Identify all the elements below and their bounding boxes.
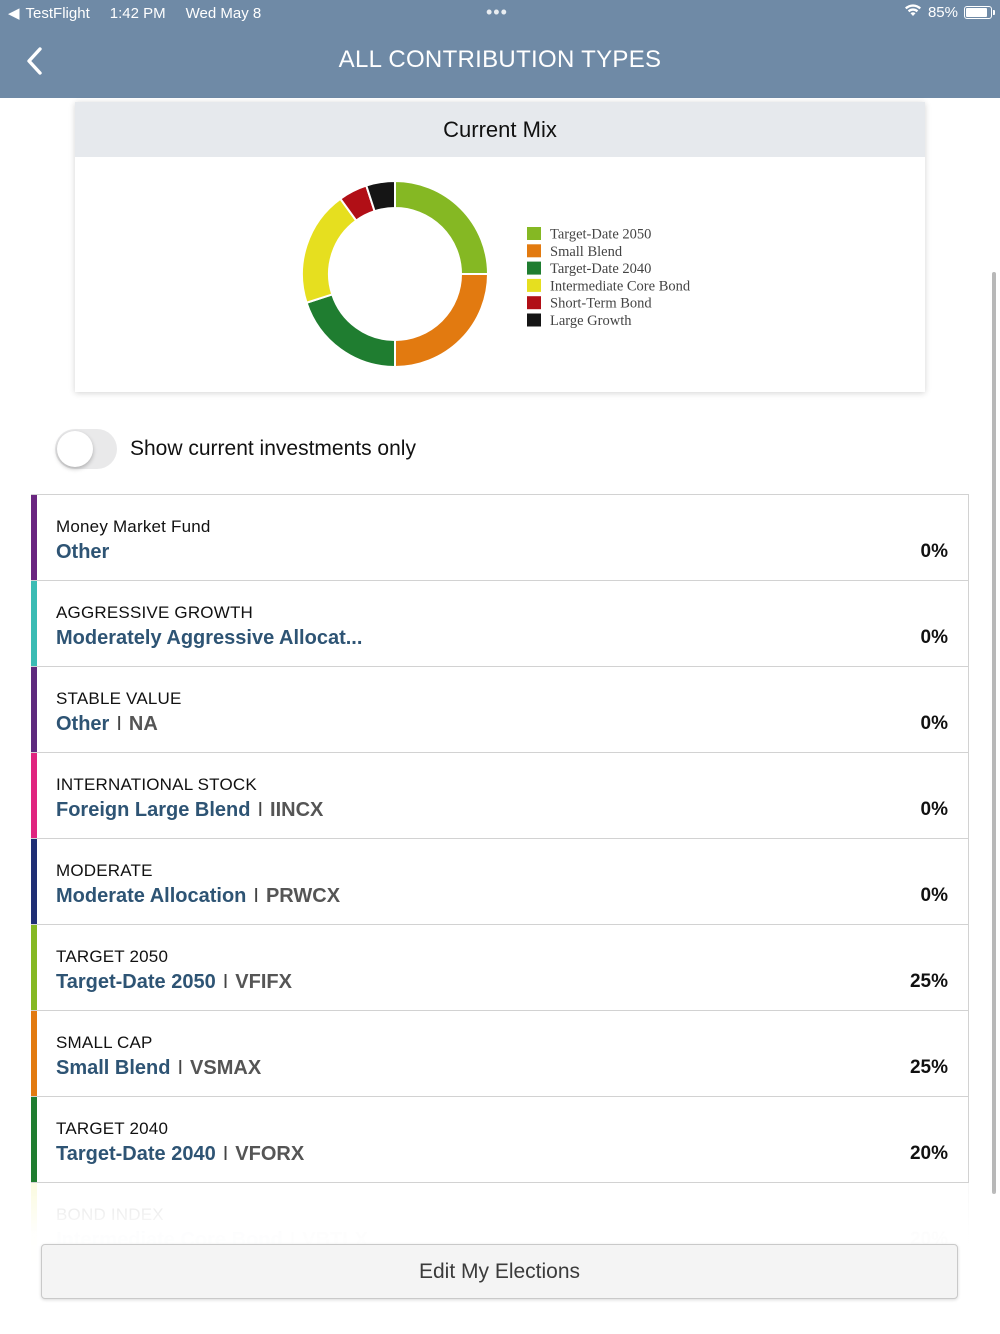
status-date: Wed May 8: [185, 4, 262, 22]
donut-slice: [301, 197, 358, 304]
investment-percent: 20%: [909, 1143, 948, 1164]
investment-fund: Other I NA: [56, 713, 158, 736]
investment-row[interactable]: Money Market Fund Other 0%: [31, 494, 969, 581]
back-to-app-icon[interactable]: ◀: [8, 5, 20, 22]
donut-slice: [305, 293, 396, 369]
donut-slice: [394, 179, 490, 275]
donut-slice: [394, 273, 490, 369]
fund-ticker: NA: [128, 713, 158, 735]
page-title: ALL CONTRIBUTION TYPES: [338, 46, 662, 73]
legend-swatch: [527, 313, 541, 327]
investment-fund: Target-Date 2050 I VFIFX: [56, 971, 292, 994]
legend-label: Large Growth: [550, 313, 632, 329]
legend-label: Intermediate Core Bond: [550, 278, 691, 294]
investment-row[interactable]: SMALL CAP Small Blend I VSMAX 25%: [31, 1011, 969, 1097]
investment-category: INTERNATIONAL STOCK: [56, 775, 257, 794]
investment-row[interactable]: INTERNATIONAL STOCK Foreign Large Blend I I…: [31, 753, 969, 839]
investment-percent: 0%: [920, 885, 948, 906]
chevron-left-icon: [27, 47, 42, 75]
legend-swatch: [527, 261, 541, 275]
investment-fund: Other: [56, 541, 109, 564]
investment-row[interactable]: MODERATE Moderate Allocation I PRWCX 0%: [31, 839, 969, 925]
fund-ticker: VSMAX: [190, 1057, 262, 1079]
investment-percent: 25%: [909, 1057, 948, 1078]
investment-list: Money Market Fund Other 0% AGGRESSIVE GROWT…: [31, 494, 969, 1269]
investment-fund: Target-Date 2040 I VFORX: [56, 1143, 304, 1166]
toggle-knob: [57, 431, 93, 467]
legend-swatch: [527, 296, 541, 310]
investment-fund: Moderately Aggressive Allocat...: [56, 627, 362, 650]
category-color-bar: [31, 495, 37, 580]
fund-name: Other: [56, 541, 110, 563]
legend-label: Small Blend: [550, 244, 623, 260]
donut-slice: [365, 179, 396, 213]
fund-ticker: VFIFX: [235, 971, 292, 993]
current-mix-card: Current Mix Target-Date 2050 Small Blend T…: [75, 102, 925, 392]
category-color-bar: [31, 1097, 37, 1182]
investment-fund: Moderate Allocation I PRWCX: [56, 885, 340, 908]
investment-row[interactable]: AGGRESSIVE GROWTH Moderately Aggressive A…: [31, 581, 969, 667]
investment-fund: Small Blend I VSMAX: [56, 1057, 261, 1080]
current-investments-toggle[interactable]: [55, 429, 117, 469]
legend-label: Short-Term Bond: [550, 296, 652, 312]
scrollbar[interactable]: [992, 272, 996, 1194]
edit-elections-button[interactable]: Edit My Elections: [41, 1244, 958, 1299]
fund-ticker: IINCX: [270, 799, 324, 821]
investment-category: STABLE VALUE: [56, 689, 182, 708]
fund-name: Moderately Aggressive Allocat...: [56, 627, 363, 649]
status-app-name[interactable]: TestFlight: [25, 4, 90, 22]
multitasking-dots-icon[interactable]: •••: [486, 2, 508, 22]
fund-separator: I: [253, 885, 259, 907]
wifi-icon: [904, 3, 922, 21]
investment-category: Money Market Fund: [56, 517, 211, 536]
toggle-label: Show current investments only: [130, 437, 416, 460]
category-color-bar: [31, 1011, 37, 1096]
fund-ticker: VFORX: [235, 1143, 305, 1165]
investment-percent: 0%: [920, 713, 948, 734]
legend-swatch: [527, 244, 541, 258]
battery-icon: [964, 5, 995, 19]
investment-fund: Foreign Large Blend I IINCX: [56, 799, 323, 822]
fund-ticker: PRWCX: [265, 885, 341, 907]
investment-percent: 0%: [920, 627, 948, 648]
fund-name: Foreign Large Blend: [56, 799, 251, 821]
legend-label: Target-Date 2050: [550, 227, 651, 243]
category-color-bar: [31, 667, 37, 752]
fund-name: Moderate Allocation: [56, 885, 247, 907]
card-title: Current Mix: [75, 102, 925, 157]
status-time: 1:42 PM: [109, 4, 166, 22]
fund-name: Target-Date 2040: [56, 1143, 216, 1165]
investment-category: TARGET 2050: [56, 947, 169, 966]
status-bar: ◀ TestFlight 1:42 PM Wed May 8 ••• 85%: [0, 0, 1000, 26]
investment-category: SMALL CAP: [56, 1033, 153, 1052]
category-color-bar: [31, 839, 37, 924]
fund-separator: I: [177, 1057, 184, 1079]
fund-separator: I: [116, 713, 122, 735]
category-color-bar: [31, 581, 37, 666]
legend-swatch: [527, 278, 541, 292]
category-color-bar: [31, 925, 37, 1010]
investment-category: AGGRESSIVE GROWTH: [56, 603, 254, 622]
investment-percent: 0%: [920, 541, 948, 562]
fund-separator: I: [222, 971, 229, 993]
fund-name: Other: [56, 713, 110, 735]
investment-percent: 0%: [920, 799, 948, 820]
fund-separator: I: [222, 1143, 229, 1165]
navigation-bar: ◀ TestFlight 1:42 PM Wed May 8 ••• 85% A…: [0, 0, 1000, 98]
investment-category: TARGET 2040: [56, 1119, 169, 1138]
fund-separator: I: [257, 799, 264, 821]
investment-row[interactable]: TARGET 2040 Target-Date 2040 I VFORX 20%: [31, 1097, 969, 1183]
investment-row[interactable]: TARGET 2050 Target-Date 2050 I VFIFX 25%: [31, 925, 969, 1011]
investment-row[interactable]: STABLE VALUE Other I NA 0%: [31, 667, 969, 753]
fund-name: Small Blend: [56, 1057, 171, 1079]
legend-swatch: [527, 227, 541, 240]
fund-name: Target-Date 2050: [56, 971, 216, 993]
investment-category: MODERATE: [56, 861, 153, 880]
back-button[interactable]: [20, 44, 48, 78]
category-color-bar: [31, 753, 37, 838]
investment-percent: 25%: [909, 971, 948, 992]
battery-percent: 85%: [927, 3, 958, 21]
legend-label: Target-Date 2040: [550, 261, 651, 277]
